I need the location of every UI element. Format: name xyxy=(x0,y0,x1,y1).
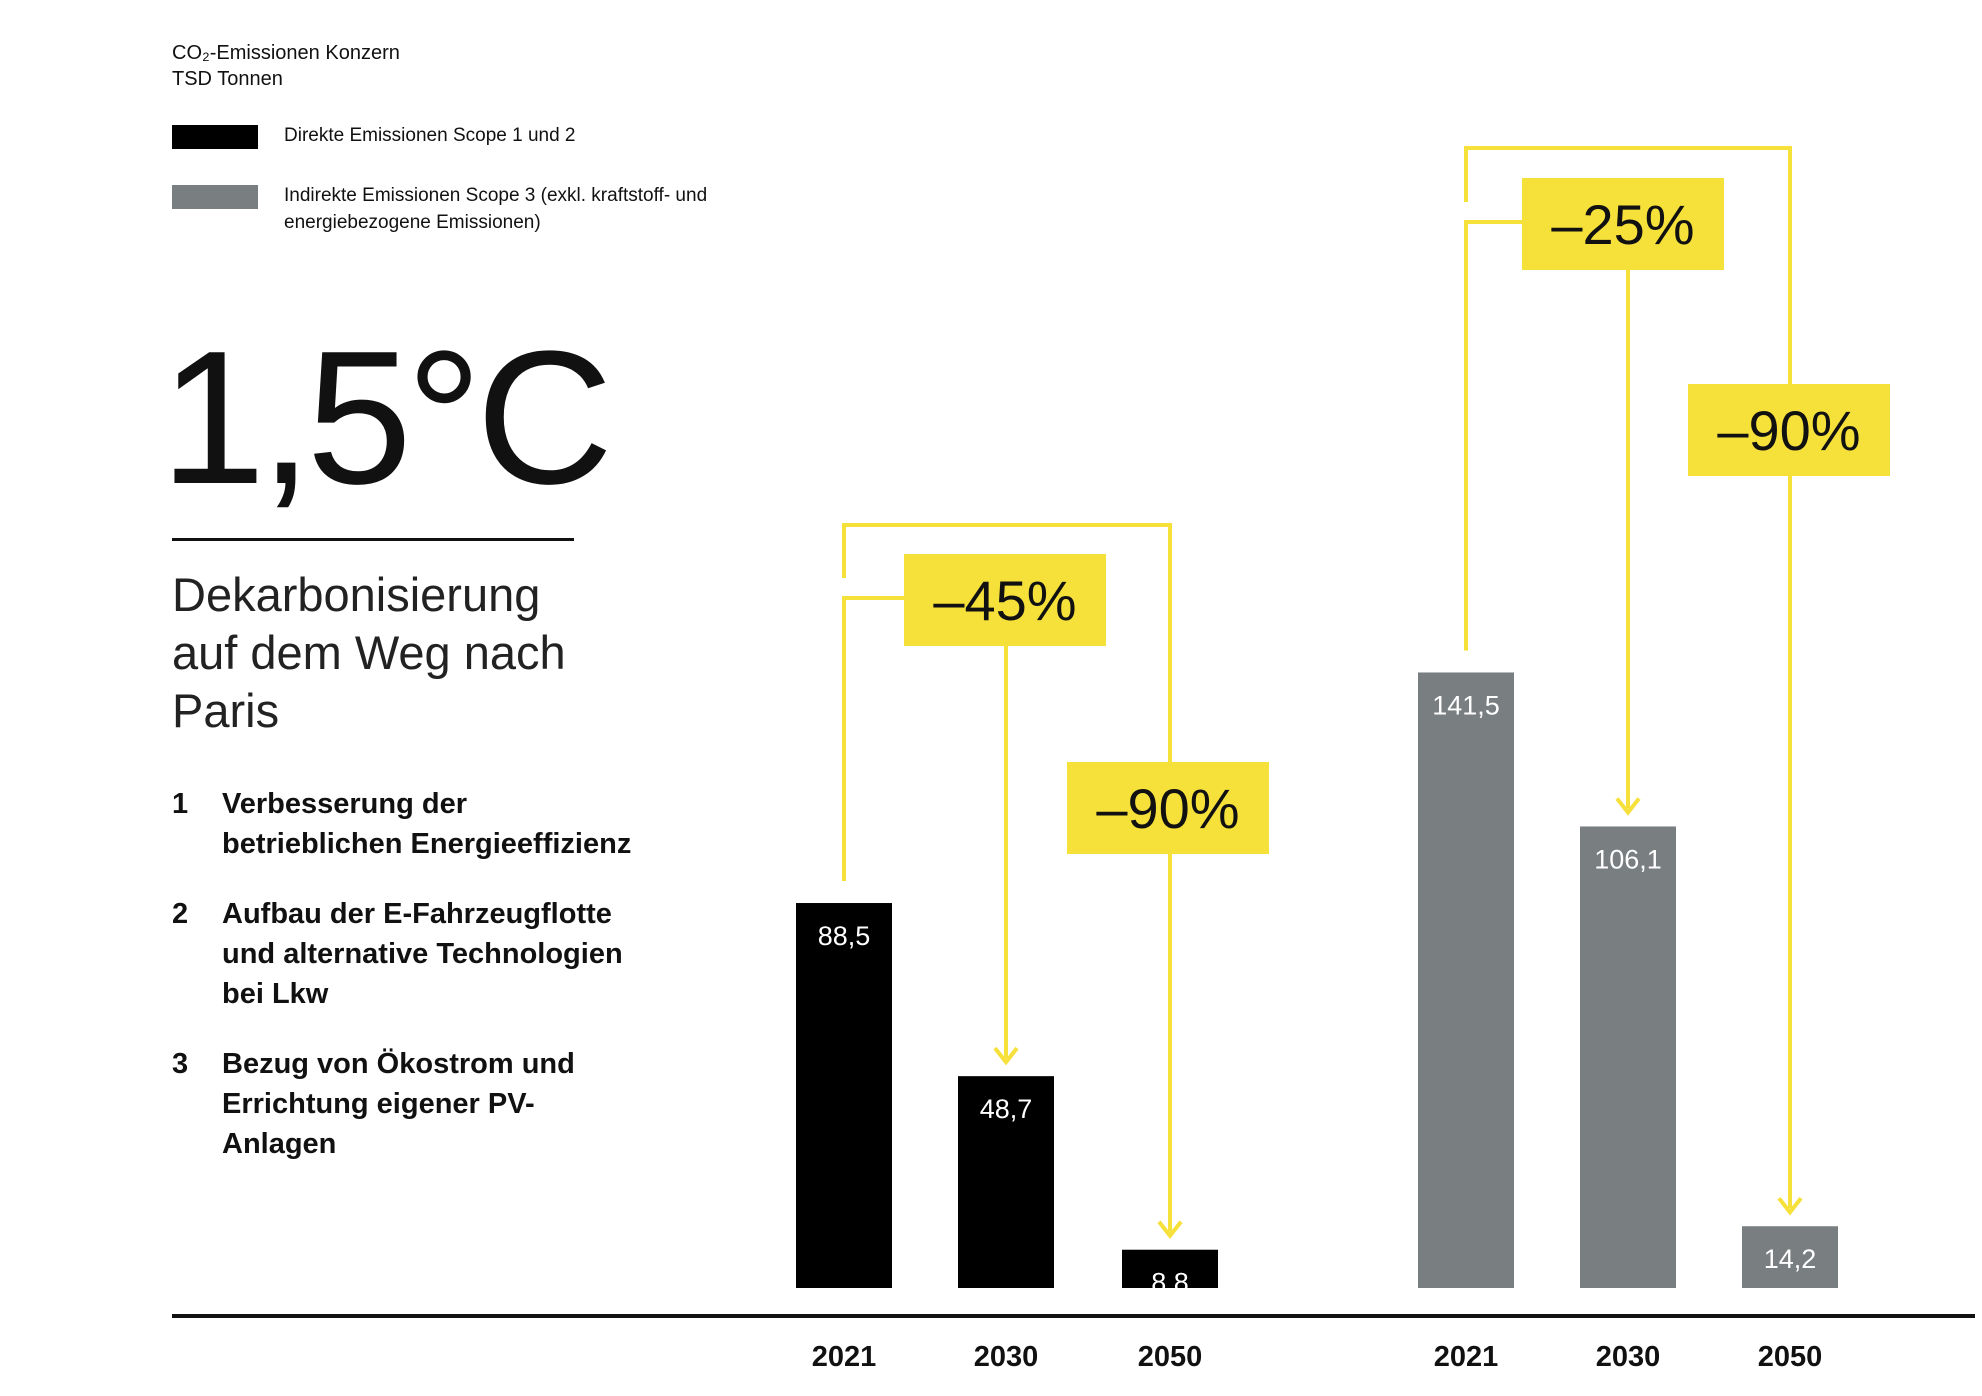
annotation-box xyxy=(1688,384,1890,476)
legend-item-scope3: Indirekte Emissionen Scope 3 (exkl. kraf… xyxy=(172,182,772,242)
x-tick-label: 2050 xyxy=(1138,1341,1203,1373)
measure-item-2: 2 Aufbau der E-Fahrzeugflotte und altern… xyxy=(172,894,652,1014)
measure-text: Aufbau der E-Fahrzeugflotte und alternat… xyxy=(222,898,623,1010)
legend-item-scope12: Direkte Emissionen Scope 1 und 2 xyxy=(172,122,772,182)
x-tick-label: 2050 xyxy=(1758,1341,1823,1373)
legend-swatch-scope12 xyxy=(172,125,258,149)
headline-divider xyxy=(172,538,574,541)
annotation-label: –25% xyxy=(1551,193,1694,256)
measure-item-1: 1 Verbesserung der betrieblichen Energie… xyxy=(172,784,652,864)
annotation-label: –90% xyxy=(1717,399,1860,462)
annotation-arrowhead xyxy=(1157,1220,1183,1239)
measure-item-3: 3 Bezug von Ökostrom und Errichtung eige… xyxy=(172,1044,652,1164)
annotation-box xyxy=(1522,178,1724,270)
bar-value-label: 88,5 xyxy=(818,921,871,951)
headline-temperature: 1,5°C xyxy=(160,312,613,524)
measure-number: 1 xyxy=(172,788,189,820)
annotation-arrowhead xyxy=(1615,797,1641,816)
bar-value-label: 48,7 xyxy=(980,1094,1033,1124)
annotation-label: –45% xyxy=(933,569,1076,632)
bar-scope12-2030 xyxy=(958,1076,1054,1288)
bar-scope3-2021 xyxy=(1418,672,1514,1288)
annotation-box xyxy=(1067,762,1269,854)
annotation-connector-2050 xyxy=(842,523,1172,1232)
bar-value-label: 106,1 xyxy=(1594,844,1662,874)
chart-title: CO₂-Emissionen Konzern xyxy=(172,42,400,64)
measures-list: 1 Verbesserung der betrieblichen Energie… xyxy=(172,784,652,1194)
measure-number: 3 xyxy=(172,1048,189,1080)
bar-value-label: 14,2 xyxy=(1764,1244,1817,1274)
legend-swatch-scope3 xyxy=(172,185,258,209)
bar-scope12-2050 xyxy=(1122,1249,1218,1288)
annotation-arrowhead xyxy=(1777,1196,1803,1216)
chart-unit: TSD Tonnen xyxy=(172,68,283,90)
x-tick-label: 2021 xyxy=(1434,1341,1499,1373)
bar-scope3-2050 xyxy=(1742,1226,1838,1288)
subtitle: Dekarbonisierung auf dem Weg nach Paris xyxy=(172,568,566,737)
annotation-label: –90% xyxy=(1096,777,1239,840)
bar-value-label: 141,5 xyxy=(1432,690,1500,720)
x-tick-label: 2030 xyxy=(974,1341,1039,1373)
legend: Direkte Emissionen Scope 1 und 2 Indirek… xyxy=(172,122,772,242)
annotation-arrowhead xyxy=(993,1046,1019,1066)
annotation-box xyxy=(904,554,1106,646)
measure-text: Bezug von Ökostrom und Errichtung eigene… xyxy=(222,1048,575,1160)
bar-scope3-2030 xyxy=(1580,826,1676,1288)
measure-text: Verbesserung der betrieblichen Energieef… xyxy=(222,788,632,860)
measure-number: 2 xyxy=(172,898,189,930)
bar-value-label: 8,8 xyxy=(1151,1268,1189,1298)
x-tick-label: 2021 xyxy=(812,1341,877,1373)
legend-label-scope3: Indirekte Emissionen Scope 3 (exkl. kraf… xyxy=(284,185,708,233)
bar-scope12-2021 xyxy=(796,903,892,1288)
annotation-connector-2050 xyxy=(1464,146,1792,1209)
legend-label-scope12: Direkte Emissionen Scope 1 und 2 xyxy=(284,125,576,146)
x-tick-label: 2030 xyxy=(1596,1341,1661,1373)
